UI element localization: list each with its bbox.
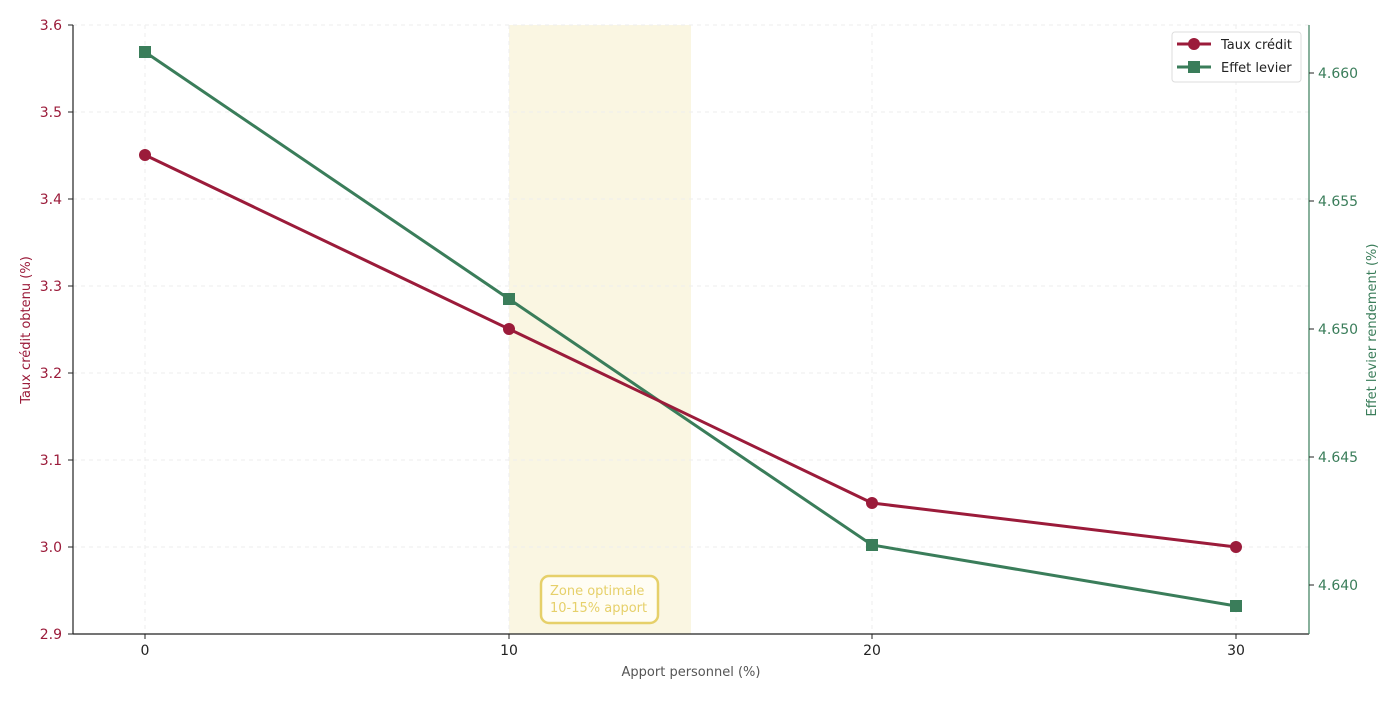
x-axis-label: Apport personnel (%) [622,665,761,680]
svg-text:3.3: 3.3 [40,279,62,295]
series-effet-levier [139,46,1242,612]
legend-item-effet-levier: Effet levier [1177,61,1292,76]
right-y-axis-label: Effet levier rendement (%) [1365,244,1380,417]
svg-text:4.640: 4.640 [1318,578,1358,594]
x-ticks: 0 10 20 30 [141,634,1245,659]
optimal-zone-annotation: Zone optimale 10-15% apport [539,574,660,625]
legend-item-taux-credit: Taux crédit [1177,38,1292,53]
svg-text:20: 20 [863,643,881,659]
svg-text:3.4: 3.4 [40,192,62,208]
optimal-zone-band [509,25,691,634]
svg-text:4.660: 4.660 [1318,66,1358,82]
svg-text:3.5: 3.5 [40,105,62,121]
left-y-axis-label: Taux crédit obtenu (%) [19,256,34,405]
svg-text:3.2: 3.2 [40,366,62,382]
svg-text:3.1: 3.1 [40,453,62,469]
legend: Taux crédit Effet levier [1171,31,1302,83]
svg-text:10: 10 [500,643,518,659]
svg-text:Zone optimale: Zone optimale [550,584,644,599]
svg-text:4.655: 4.655 [1318,194,1358,210]
svg-text:0: 0 [141,643,150,659]
svg-text:Taux crédit: Taux crédit [1220,38,1292,53]
svg-text:3.0: 3.0 [40,540,62,556]
svg-text:4.645: 4.645 [1318,450,1358,466]
svg-text:10-15% apport: 10-15% apport [550,601,647,616]
svg-text:4.650: 4.650 [1318,322,1358,338]
right-y-ticks: 4.660 4.655 4.650 4.645 4.640 [1309,66,1358,594]
svg-text:Effet levier: Effet levier [1221,61,1292,76]
left-y-ticks: 3.6 3.5 3.4 3.3 3.2 3.1 3.0 2.9 [40,18,73,643]
series-taux-credit [139,149,1242,553]
svg-text:3.6: 3.6 [40,18,62,34]
svg-text:2.9: 2.9 [40,627,62,643]
svg-text:30: 30 [1227,643,1245,659]
